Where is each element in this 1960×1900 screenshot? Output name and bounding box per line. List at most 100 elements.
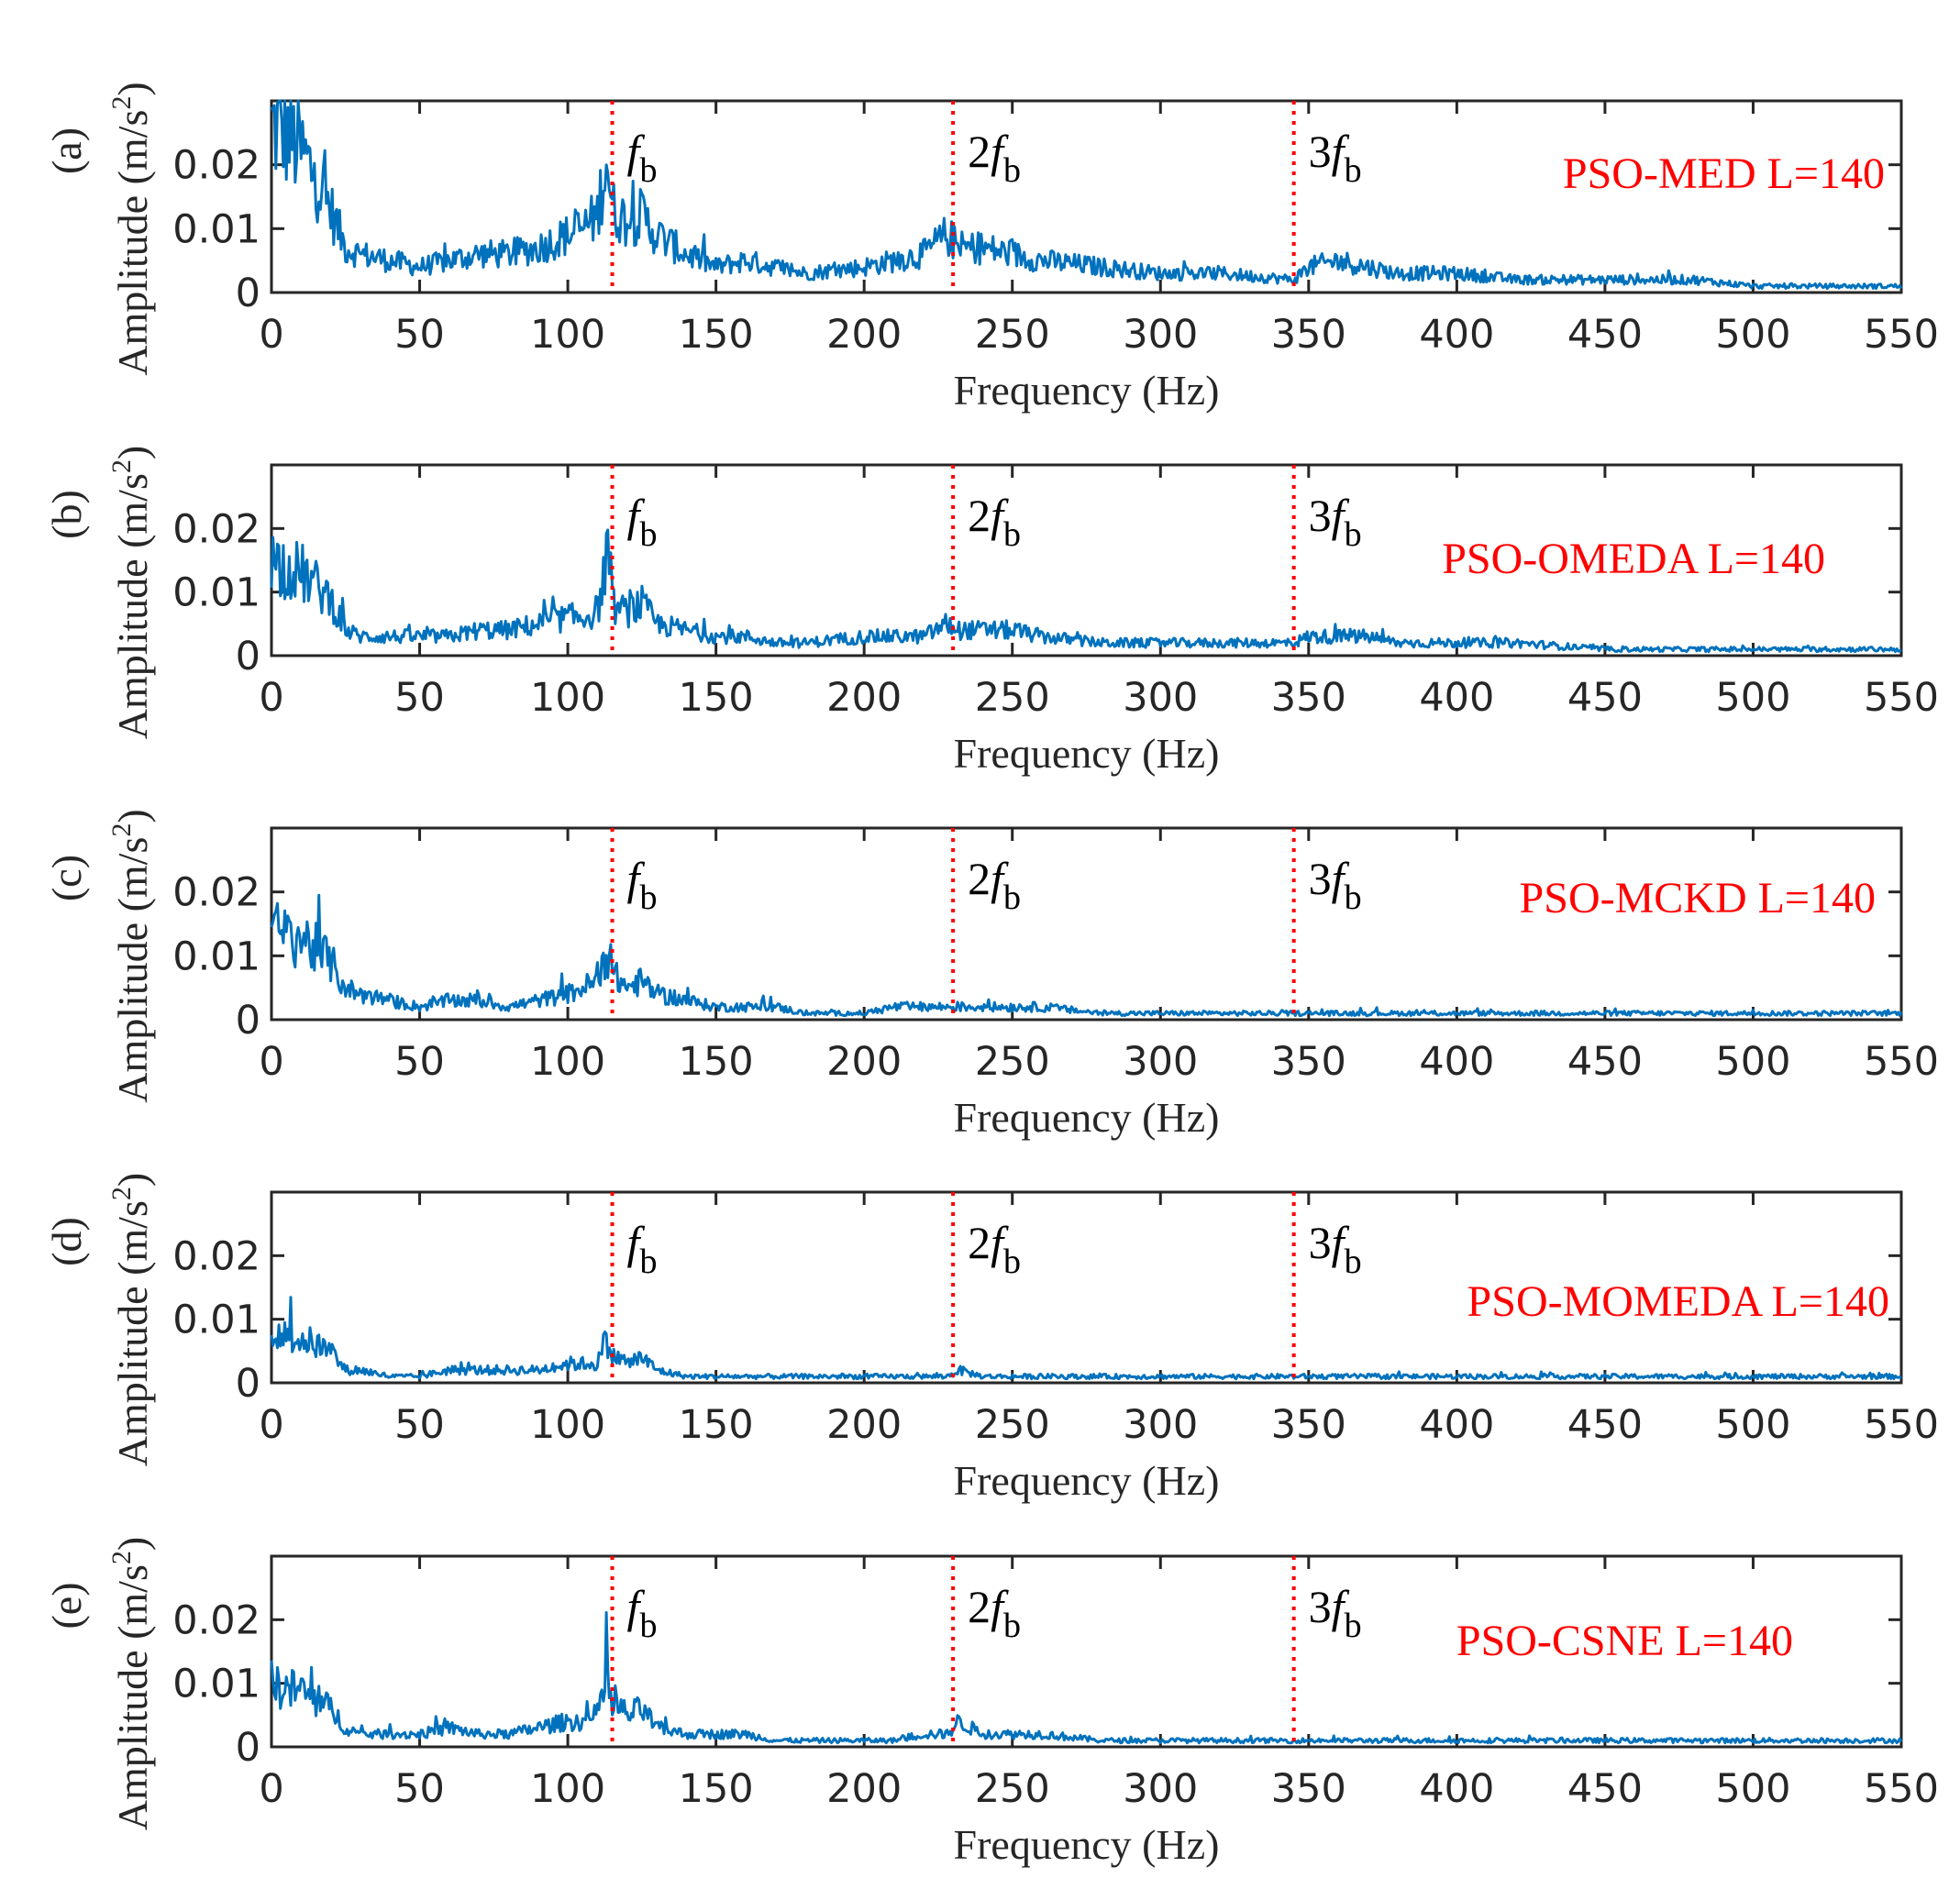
harmonic-sub: b [1345,878,1362,917]
harmonic-label-1: fb [627,1217,658,1281]
x-tick-label: 50 [394,675,445,721]
axes-box [270,826,1903,1022]
harmonic-label-1: fb [627,1581,658,1645]
harmonic-label-3: 3fb [1309,853,1362,917]
panel-label: (e) [43,1582,90,1629]
x-tick-label: 400 [1419,1766,1494,1812]
panel-1: 0 50 100 150 200 250 300 350 400 450 500 550 0 0.01 0.… [43,82,1939,414]
y-tick-label: 0.01 [172,933,260,979]
harmonic-label-3: 3fb [1309,1217,1362,1281]
y-tick-label: 0.01 [172,206,260,252]
x-tick-label: 300 [1123,675,1198,721]
x-tick-label: 400 [1419,1402,1494,1448]
harmonic-coef: 2 [968,1581,991,1632]
x-tick-label: 200 [826,675,902,721]
x-tick-label: 100 [530,312,605,358]
y-axis-label-text: Amplitude (m/s [109,837,156,1103]
x-tick-label: 500 [1715,1402,1790,1448]
panel-3: 0 50 100 150 200 250 300 350 400 450 500 550 0 0.01 0.… [43,809,1939,1141]
panel-2: 0 50 100 150 200 250 300 350 400 450 500 550 0 0.01 0.… [43,446,1939,777]
method-label: PSO-MCKD L=140 [1520,874,1876,922]
x-tick-label: 350 [1271,312,1346,358]
y-axis-label-exponent: 2 [106,823,137,837]
x-axis-label: Frequency (Hz) [954,1457,1220,1504]
harmonic-coef: 3 [1309,1217,1332,1268]
y-tick-label: 0.02 [172,143,260,189]
y-tick-label: 0 [236,998,260,1044]
harmonic-coef: 3 [1309,853,1332,904]
panel-4: 0 50 100 150 200 250 300 350 400 450 500 550 0 0.01 0.… [43,1173,1939,1504]
panel-label: (b) [43,490,90,539]
harmonic-sub: b [1003,878,1021,917]
x-tick-label: 0 [259,1039,283,1085]
x-tick-label: 50 [394,312,445,358]
harmonic-label-3: 3fb [1309,1581,1362,1645]
harmonic-sub: b [639,515,657,554]
x-axis-label: Frequency (Hz) [954,1821,1220,1868]
harmonic-label-1: fb [627,126,658,190]
harmonic-sub: b [1003,151,1021,190]
x-tick-label: 500 [1715,1766,1790,1812]
x-tick-label: 350 [1271,1402,1346,1448]
x-tick-label: 450 [1567,675,1643,721]
y-axis-label: Amplitude (m/s2) [106,1173,156,1466]
harmonic-coef: 2 [968,853,991,904]
x-tick-label: 0 [259,312,283,358]
y-axis-label-text: Amplitude (m/s [109,473,156,739]
harmonic-label-2: 2fb [968,1217,1021,1281]
x-tick-label: 400 [1419,1039,1494,1085]
y-tick-label: 0 [236,634,260,679]
harmonic-label-2: 2fb [968,490,1021,554]
x-axis-label: Frequency (Hz) [954,730,1220,777]
x-axis-label: Frequency (Hz) [954,1094,1220,1141]
harmonic-coef: 3 [1309,126,1332,177]
spectrum-line [270,1611,1903,1745]
x-tick-label: 550 [1864,312,1939,358]
harmonic-coef: 3 [1309,1581,1332,1632]
method-label: PSO-OMEDA L=140 [1442,535,1825,583]
x-tick-label: 550 [1864,1402,1939,1448]
y-tick-label: 0.01 [172,1662,260,1707]
method-label: PSO-CSNE L=140 [1456,1617,1793,1665]
spectrum-line [270,99,1903,291]
x-tick-label: 400 [1419,675,1494,721]
x-tick-label: 200 [826,312,902,358]
harmonic-sub: b [1345,151,1362,190]
y-axis-label-exponent: 2 [106,1551,137,1564]
x-tick-label: 50 [394,1039,445,1085]
x-tick-label: 100 [530,1402,605,1448]
y-axis-label-exponent: 2 [106,96,137,110]
harmonic-label-3: 3fb [1309,490,1362,554]
x-tick-label: 500 [1715,312,1790,358]
harmonic-sub: b [1003,1243,1021,1281]
x-tick-label: 400 [1419,312,1494,358]
x-tick-label: 450 [1567,312,1643,358]
x-tick-label: 250 [975,1766,1050,1812]
x-tick-label: 350 [1271,675,1346,721]
harmonic-label-1: fb [627,853,658,917]
y-tick-label: 0.02 [172,1597,260,1643]
axes-box [270,99,1903,294]
y-tick-label: 0.02 [172,506,260,552]
y-tick-label: 0 [236,1361,260,1407]
x-tick-label: 200 [826,1039,902,1085]
spectrum-line [270,528,1902,654]
x-tick-label: 300 [1123,312,1198,358]
x-axis-label: Frequency (Hz) [954,367,1220,414]
y-axis-label-close: ) [109,82,156,95]
spectrum-line [270,1296,1903,1381]
harmonic-label-2: 2fb [968,126,1021,190]
x-tick-label: 0 [259,675,283,721]
x-tick-label: 450 [1567,1402,1643,1448]
panel-label: (d) [43,1217,90,1266]
x-tick-label: 250 [975,675,1050,721]
x-tick-label: 100 [530,1766,605,1812]
y-axis-label: Amplitude (m/s2) [106,82,156,375]
harmonic-label-2: 2fb [968,1581,1021,1645]
x-tick-label: 350 [1271,1039,1346,1085]
x-tick-label: 550 [1864,675,1939,721]
y-tick-label: 0.02 [172,1233,260,1279]
harmonic-label-2: 2fb [968,853,1021,917]
harmonic-sub: b [1003,1607,1021,1645]
y-tick-label: 0.02 [172,870,260,916]
